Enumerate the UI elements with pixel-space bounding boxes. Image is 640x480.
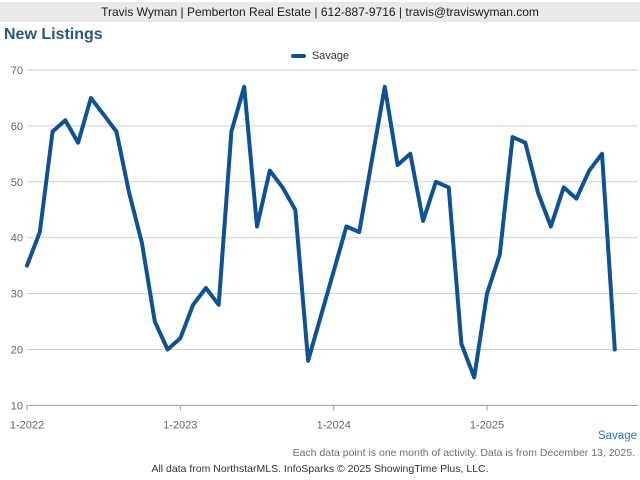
series-line-savage <box>25 84 617 380</box>
x-tick-label: 1-2023 <box>163 419 197 431</box>
data-footnote: Each data point is one month of activity… <box>292 447 635 459</box>
legend-label: Savage <box>311 50 350 62</box>
y-tick-label: 60 <box>11 121 23 133</box>
copyright-credit: All data from NorthstarMLS. InfoSparks ©… <box>151 463 489 475</box>
y-tick-label: 20 <box>11 345 23 357</box>
page-title: New Listings <box>4 26 103 43</box>
x-tick-label: 1-2024 <box>317 419 351 431</box>
series-link[interactable]: Savage <box>597 430 637 442</box>
chart-legend[interactable]: Savage <box>0 49 640 63</box>
legend-line-swatch <box>290 54 306 58</box>
y-tick-label: 10 <box>11 400 23 412</box>
x-tick-label: 1-2022 <box>10 419 44 431</box>
y-tick-label: 70 <box>11 65 23 77</box>
y-tick-label: 50 <box>11 177 23 189</box>
contact-bar: Travis Wyman | Pemberton Real Estate | 6… <box>0 2 640 22</box>
y-tick-label: 40 <box>11 233 23 245</box>
x-tick-label: 1-2025 <box>470 419 504 431</box>
y-tick-label: 30 <box>11 289 23 301</box>
